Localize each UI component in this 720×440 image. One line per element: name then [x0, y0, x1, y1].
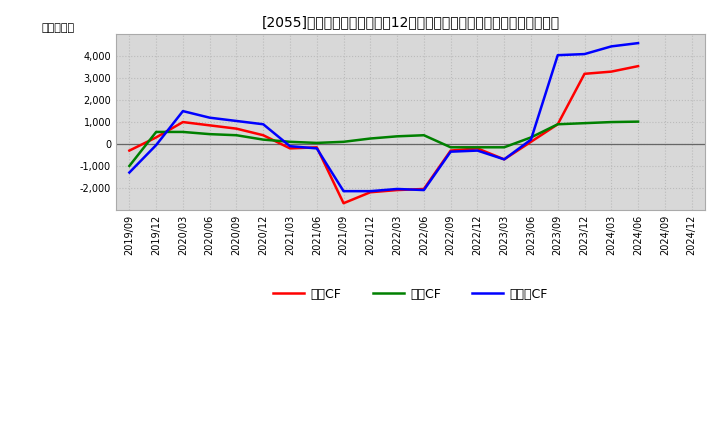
- 営業CF: [526, 139, 535, 144]
- 投資CF: [420, 132, 428, 138]
- 投資CF: [286, 139, 294, 144]
- フリーCF: [152, 143, 161, 148]
- 営業CF: [580, 71, 589, 77]
- 営業CF: [152, 135, 161, 140]
- フリーCF: [366, 188, 374, 194]
- フリーCF: [205, 115, 214, 120]
- 投資CF: [554, 121, 562, 127]
- フリーCF: [500, 157, 508, 162]
- フリーCF: [634, 40, 642, 46]
- 投資CF: [312, 140, 321, 146]
- 投資CF: [393, 134, 402, 139]
- 営業CF: [205, 123, 214, 128]
- 投資CF: [232, 132, 240, 138]
- フリーCF: [554, 52, 562, 58]
- フリーCF: [420, 187, 428, 193]
- Title: [2055]　キャッシュフローの12か月移動合計の対前年同期増減額の推移: [2055] キャッシュフローの12か月移動合計の対前年同期増減額の推移: [261, 15, 559, 29]
- 営業CF: [232, 126, 240, 131]
- 営業CF: [554, 121, 562, 127]
- 営業CF: [607, 69, 616, 74]
- 営業CF: [179, 119, 187, 125]
- 投資CF: [526, 135, 535, 140]
- フリーCF: [286, 143, 294, 149]
- フリーCF: [393, 186, 402, 191]
- 営業CF: [500, 157, 508, 162]
- フリーCF: [526, 137, 535, 142]
- 営業CF: [393, 187, 402, 193]
- Line: フリーCF: フリーCF: [130, 43, 638, 191]
- フリーCF: [312, 146, 321, 151]
- Line: 営業CF: 営業CF: [130, 66, 638, 203]
- 投資CF: [179, 129, 187, 135]
- Y-axis label: （百万円）: （百万円）: [42, 22, 75, 33]
- 営業CF: [312, 145, 321, 150]
- フリーCF: [125, 170, 134, 175]
- フリーCF: [179, 109, 187, 114]
- フリーCF: [339, 188, 348, 194]
- 投資CF: [473, 145, 482, 150]
- 投資CF: [366, 136, 374, 141]
- フリーCF: [580, 51, 589, 57]
- 営業CF: [125, 148, 134, 153]
- 投資CF: [152, 129, 161, 135]
- 営業CF: [634, 63, 642, 69]
- 営業CF: [286, 146, 294, 151]
- フリーCF: [473, 148, 482, 153]
- 投資CF: [580, 121, 589, 126]
- フリーCF: [607, 44, 616, 49]
- 投資CF: [125, 163, 134, 169]
- 投資CF: [259, 137, 268, 142]
- Legend: 営業CF, 投資CF, フリーCF: 営業CF, 投資CF, フリーCF: [268, 283, 553, 306]
- 投資CF: [607, 119, 616, 125]
- 投資CF: [446, 145, 455, 150]
- 営業CF: [446, 148, 455, 153]
- 投資CF: [500, 145, 508, 150]
- フリーCF: [232, 118, 240, 124]
- 営業CF: [339, 201, 348, 206]
- フリーCF: [446, 149, 455, 154]
- 投資CF: [339, 139, 348, 144]
- Line: 投資CF: 投資CF: [130, 121, 638, 166]
- 営業CF: [259, 132, 268, 138]
- 投資CF: [205, 132, 214, 137]
- 投資CF: [634, 119, 642, 124]
- フリーCF: [259, 121, 268, 127]
- 営業CF: [366, 190, 374, 195]
- 営業CF: [473, 146, 482, 151]
- 営業CF: [420, 186, 428, 191]
